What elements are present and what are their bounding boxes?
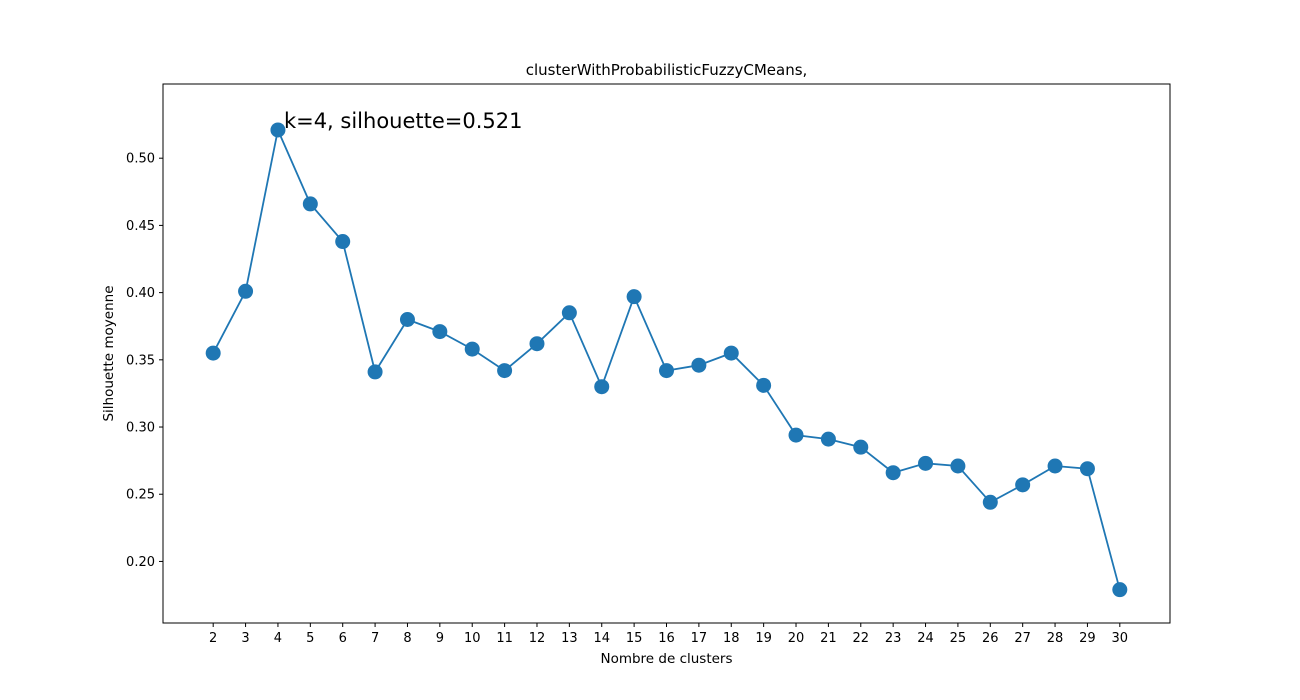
data-point — [205, 345, 221, 361]
x-tick-label: 11 — [496, 631, 513, 646]
data-point — [659, 363, 674, 379]
x-tick-label: 4 — [274, 631, 282, 646]
data-point — [756, 377, 772, 393]
x-tick-label: 25 — [950, 631, 967, 646]
data-point — [1079, 461, 1095, 477]
data-point — [594, 379, 610, 395]
x-tick-label: 29 — [1079, 631, 1096, 646]
data-point — [561, 305, 577, 321]
x-tick-label: 26 — [982, 631, 999, 646]
series-line — [212, 127, 1121, 590]
data-point — [723, 345, 739, 361]
data-point — [270, 122, 286, 138]
x-tick-label: 12 — [529, 631, 546, 646]
x-tick-label: 19 — [755, 631, 772, 646]
x-tick-label: 14 — [593, 631, 610, 646]
data-point — [788, 427, 804, 443]
data-point — [626, 289, 642, 305]
data-point — [464, 341, 480, 357]
x-tick-label: 9 — [436, 631, 444, 646]
plot-area: 0.200.250.300.350.400.450.502 3 4 5 6 7 8 9 10 11… — [126, 83, 1171, 646]
data-point — [335, 234, 351, 250]
x-axis-label: Nombre de clusters — [600, 651, 732, 667]
data-point — [950, 458, 966, 474]
x-tick-label: 10 — [464, 631, 481, 646]
data-point — [302, 196, 318, 212]
y-tick-label: 0.20 — [126, 555, 155, 570]
data-point — [1015, 477, 1031, 493]
x-tick-label: 20 — [788, 631, 805, 646]
x-tick-label: 15 — [626, 631, 643, 646]
y-tick-label: 0.40 — [126, 286, 155, 301]
x-tick-label: 7 — [371, 631, 379, 646]
x-tick-label: 28 — [1047, 631, 1064, 646]
data-point — [885, 465, 901, 481]
chart-title: clusterWithProbabilisticFuzzyCMeans, — [526, 61, 808, 79]
data-point — [367, 364, 383, 380]
x-tick-label: 24 — [917, 631, 934, 646]
x-tick-label: 5 — [306, 631, 314, 646]
x-tick-label: 3 — [241, 631, 249, 646]
x-tick-label: 2 — [209, 631, 217, 646]
data-point — [432, 324, 448, 340]
y-tick-label: 0.30 — [126, 421, 155, 436]
data-point — [691, 357, 707, 373]
data-point — [1047, 458, 1063, 474]
x-tick-label: 27 — [1014, 631, 1031, 646]
data-point — [399, 311, 415, 327]
y-tick-label: 0.45 — [126, 219, 155, 234]
data-point — [853, 439, 869, 455]
x-tick-label: 8 — [403, 631, 411, 646]
y-axis-label: Silhouette moyenne — [101, 285, 117, 421]
data-point — [1112, 582, 1128, 598]
x-tick-label: 30 — [1112, 631, 1129, 646]
x-tick-label: 22 — [853, 631, 870, 646]
data-point — [529, 336, 545, 352]
data-point — [497, 363, 513, 379]
x-tick-label: 16 — [658, 631, 675, 646]
y-tick-label: 0.50 — [126, 152, 155, 167]
data-point — [918, 455, 934, 471]
x-tick-label: 13 — [561, 631, 578, 646]
data-point — [982, 494, 998, 510]
x-tick-label: 23 — [885, 631, 902, 646]
x-tick-label: 21 — [820, 631, 837, 646]
plot-frame — [162, 83, 1171, 624]
y-tick-label: 0.35 — [126, 353, 155, 368]
data-point — [238, 283, 254, 299]
y-tick-label: 0.25 — [126, 488, 155, 503]
peak-annotation: k=4, silhouette=0.521 — [284, 109, 523, 133]
x-tick-label: 17 — [691, 631, 708, 646]
data-point — [820, 431, 836, 447]
x-tick-label: 6 — [339, 631, 347, 646]
x-tick-label: 18 — [723, 631, 740, 646]
